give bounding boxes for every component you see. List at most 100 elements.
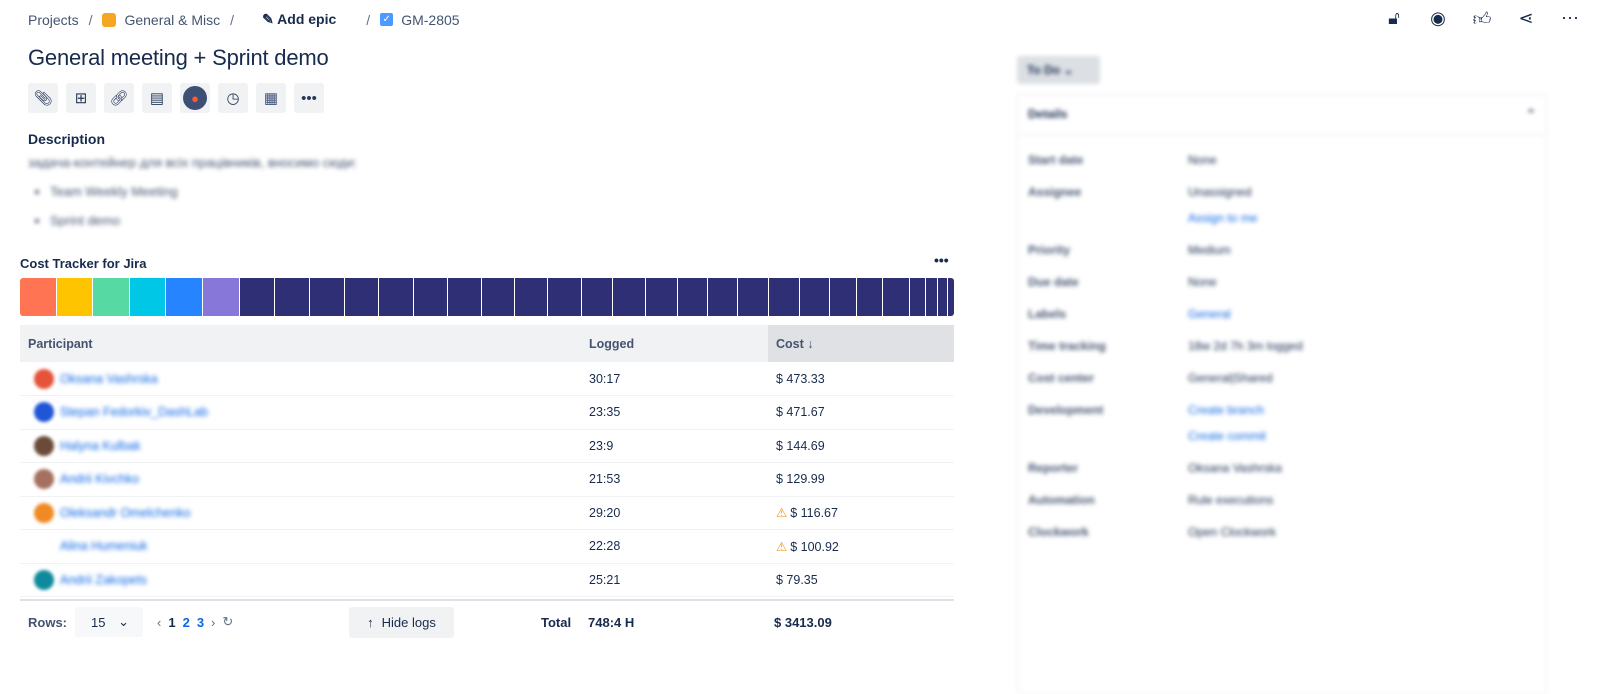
link-icon[interactable]: 🔗︎ [104,83,134,113]
avatar [34,469,54,490]
participant-cell: Halyna Kulbak [20,429,581,463]
details-header[interactable]: Details ⌃ [1018,95,1546,135]
participant-name[interactable]: Andrii Kivchko [60,472,140,487]
field-extra-link[interactable]: Assign to me [1188,211,1258,225]
cost-segment[interactable] [129,278,166,316]
breadcrumb-projects[interactable]: Projects [28,11,79,28]
participant-name[interactable]: Halyna Kulbak [60,438,141,453]
participant-name[interactable]: Andrii Zakopets [60,572,147,587]
cost-tracker-more-button[interactable]: ••• [934,252,949,268]
page-1[interactable]: 1 [168,614,176,630]
cost-segment[interactable] [613,278,645,316]
logged-cell: 29:20 [581,496,768,530]
cost-segment[interactable] [948,278,954,316]
cost-segment[interactable] [799,278,829,316]
breadcrumb-issue-key[interactable]: GM-2805 [401,11,460,28]
more-icon[interactable]: ••• [294,83,324,113]
cost-segment[interactable] [909,278,925,316]
issue-toolbar: 📎︎ ⊞ 🔗︎ ▤ ● ◷ ▦ ••• [28,83,324,113]
field-value[interactable]: Rule executions [1188,493,1536,507]
cost-segment[interactable] [275,278,309,316]
cost-segment[interactable] [857,278,883,316]
cost-segment[interactable] [829,278,857,316]
status-dropdown[interactable]: To Do ⌄ [1017,56,1100,84]
cost-segment[interactable] [239,278,275,316]
microphone-icon[interactable]: ● [180,83,210,113]
column-logged[interactable]: Logged [581,325,768,362]
breadcrumb-project[interactable]: General & Misc [124,11,221,28]
field-extra-link[interactable]: Create commit [1188,429,1267,443]
cost-segment[interactable] [677,278,707,316]
logged-cell: 25:21 [581,563,768,597]
page-3[interactable]: 3 [196,614,205,630]
cost-segment[interactable] [93,278,129,316]
field-value[interactable]: General|Shared [1188,371,1536,385]
cost-segment[interactable] [414,278,447,316]
refresh-icon[interactable]: ↻ [222,614,234,629]
cost-segment[interactable] [20,278,56,316]
detail-field: Start date None [1018,153,1546,167]
paperclip-icon[interactable]: 📎︎ [28,83,58,113]
participant-cell: Oleksandr Omelchenko [20,496,581,530]
field-value[interactable]: Open Clockwork [1188,525,1536,539]
cost-segment[interactable] [707,278,737,316]
hide-logs-button[interactable]: ↑ Hide logs [349,606,454,638]
cost-segment[interactable] [481,278,514,316]
cost-segment[interactable] [56,278,93,316]
field-value[interactable]: Create branch Create commit [1188,403,1536,443]
cost-segment[interactable] [737,278,768,316]
document-icon[interactable]: ▤ [142,83,172,113]
field-value[interactable]: None [1188,275,1536,289]
cost-value: $ 473.33 [776,371,825,386]
more-icon[interactable]: ⋯ [1561,8,1579,28]
cost-segment[interactable] [548,278,582,316]
cost-cell: $ 144.69 [768,429,954,463]
participant-name[interactable]: Oksana Vashrska [60,371,158,386]
field-value[interactable]: General [1188,307,1536,321]
hierarchy-icon[interactable]: ⊞ [66,83,96,113]
page-2[interactable]: 2 [182,614,190,630]
cost-segment[interactable] [768,278,799,316]
chevron-down-icon: ⌄ [118,614,129,629]
field-value[interactable]: Oksana Vashrska [1188,461,1536,475]
next-page-icon[interactable]: › [211,614,216,630]
field-value[interactable]: Medium [1188,243,1536,257]
participant-cell: Alina Humeniuk [20,529,581,564]
logged-cell: 21:53 [581,462,768,497]
lock-icon[interactable]: 🔓︎ [1388,8,1400,28]
share-icon[interactable]: ⋖ [1518,8,1534,28]
field-value[interactable]: Unassigned Assign to me [1188,185,1536,225]
breadcrumb: Projects / General & Misc / ✎ Add epic /… [28,11,460,28]
eye-icon[interactable]: ◉ [1430,8,1446,28]
rows-per-page-select[interactable]: 15 ⌄ [75,607,143,637]
cost-segment[interactable] [883,278,909,316]
spreadsheet-icon[interactable]: ▦ [256,83,286,113]
cost-segment[interactable] [645,278,677,316]
cost-segment[interactable] [937,278,948,316]
cost-segment[interactable] [447,278,481,316]
table-row: Oleksandr Omelchenko 29:20 ⚠ $ 116.67 [20,496,954,530]
column-participant[interactable]: Participant [20,325,581,362]
clock-icon[interactable]: ◷ [218,83,248,113]
prev-page-icon[interactable]: ‹ [157,614,162,630]
cost-segment[interactable] [582,278,613,316]
column-cost[interactable]: Cost ↓ [768,325,954,362]
field-value[interactable]: 18w 2d 7h 3m logged [1188,339,1536,353]
cost-segment[interactable] [166,278,202,316]
field-value-text: None [1188,275,1217,289]
cost-segment[interactable] [202,278,239,316]
add-epic-button[interactable]: ✎ Add epic [262,11,336,28]
cost-segment[interactable] [379,278,414,316]
thumbs-up-icon[interactable]: 👍︎ [1472,9,1492,29]
field-value[interactable]: None [1188,153,1536,167]
participant-name[interactable]: Alina Humeniuk [60,539,148,554]
participant-name[interactable]: Stepan Fedorkiv_DashLab [60,405,209,420]
participant-name[interactable]: Oleksandr Omelchenko [60,505,191,520]
description[interactable]: задача-контейнер для всіх працівників, в… [28,155,357,242]
cost-segment[interactable] [309,278,344,316]
details-sidebar: To Do ⌄ Details ⌃ Start date None Assignee U… [1017,56,1547,694]
cost-segment[interactable] [344,278,379,316]
field-label: Due date [1028,275,1079,289]
cost-segment[interactable] [514,278,548,316]
cost-segment[interactable] [925,278,937,316]
